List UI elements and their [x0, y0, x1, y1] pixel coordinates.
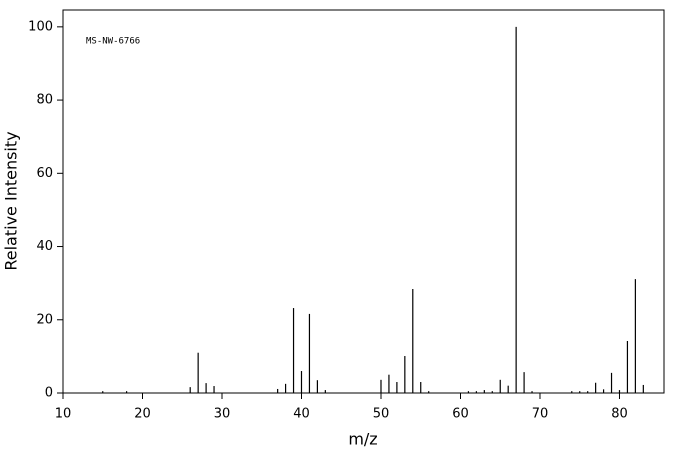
- y-tick-label: 80: [36, 93, 53, 108]
- x-tick-label: 10: [55, 407, 72, 422]
- y-tick-label: 100: [28, 19, 53, 34]
- x-tick-label: 20: [134, 407, 151, 422]
- x-tick-label: 50: [373, 407, 390, 422]
- y-tick-label: 40: [36, 239, 53, 254]
- y-tick-label: 60: [36, 166, 53, 181]
- x-axis-label: m/z: [348, 430, 377, 449]
- x-tick-label: 80: [611, 407, 628, 422]
- annotation: MS-NW-6766: [86, 37, 140, 47]
- y-axis-label: Relative Intensity: [2, 131, 21, 270]
- y-tick-label: 20: [36, 312, 53, 327]
- x-tick-label: 70: [532, 407, 549, 422]
- x-tick-label: 40: [293, 407, 310, 422]
- plot-frame: [62, 9, 665, 394]
- x-tick-label: 30: [214, 407, 231, 422]
- x-tick-label: 60: [452, 407, 469, 422]
- y-tick-label: 0: [45, 386, 53, 401]
